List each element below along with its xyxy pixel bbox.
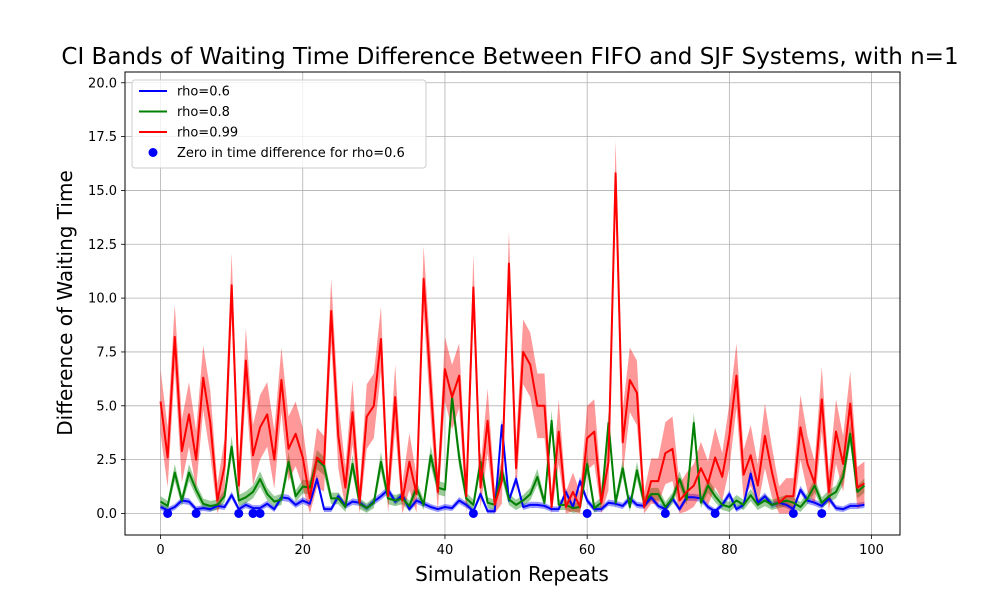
zero-point [710, 508, 720, 518]
legend-label: rho=0.99 [177, 126, 238, 141]
zero-point [248, 508, 258, 518]
zero-point [255, 508, 265, 518]
x-tick-label: 60 [579, 543, 596, 558]
x-tick-label: 20 [294, 543, 311, 558]
legend: rho=0.6 rho=0.8 rho=0.99 Zero in time diffe… [131, 79, 427, 169]
legend-label: rho=0.8 [177, 105, 230, 120]
x-axis-ticks: 0 20 40 60 80 100 [156, 535, 884, 558]
legend-label: Zero in time difference for rho=0.6 [177, 146, 405, 161]
y-tick-label: 7.5 [96, 345, 117, 360]
zero-point [817, 508, 827, 518]
zero-point [163, 508, 173, 518]
legend-swatch [148, 148, 158, 157]
x-tick-label: 100 [859, 543, 884, 558]
x-tick-label: 80 [721, 543, 738, 558]
zero-point [660, 508, 670, 518]
legend-box [131, 79, 427, 169]
zero-points [163, 508, 827, 518]
y-tick-label: 2.5 [96, 453, 117, 468]
y-tick-label: 0.0 [96, 507, 117, 522]
zero-point [191, 508, 201, 518]
zero-point [468, 508, 478, 518]
zero-point [234, 508, 244, 518]
y-axis-title: Difference of Waiting Time [53, 170, 77, 435]
zero-point [582, 508, 592, 518]
x-tick-label: 40 [437, 543, 454, 558]
series-line-rho=0.6 [160, 424, 865, 513]
y-tick-label: 20.0 [88, 76, 117, 91]
y-tick-label: 10.0 [88, 292, 117, 307]
y-tick-label: 12.5 [88, 238, 117, 253]
chart-title: CI Bands of Waiting Time Difference Betw… [61, 44, 958, 70]
plot-frame [124, 71, 901, 536]
legend-label: rho=0.6 [177, 85, 230, 100]
series-line-rho=0.8 [160, 396, 866, 510]
y-tick-label: 17.5 [88, 130, 117, 145]
zero-point [788, 508, 798, 518]
y-axis-ticks: 0.0 2.5 5.0 7.5 10.0 12.5 15.0 17.5 20.0 [88, 76, 125, 522]
x-axis-title: Simulation Repeats [415, 562, 609, 586]
x-tick-label: 0 [156, 543, 164, 558]
y-tick-label: 5.0 [96, 399, 117, 414]
y-tick-label: 15.0 [88, 184, 117, 199]
series-lines [159, 172, 866, 513]
series-line-rho=0.99 [159, 172, 865, 508]
